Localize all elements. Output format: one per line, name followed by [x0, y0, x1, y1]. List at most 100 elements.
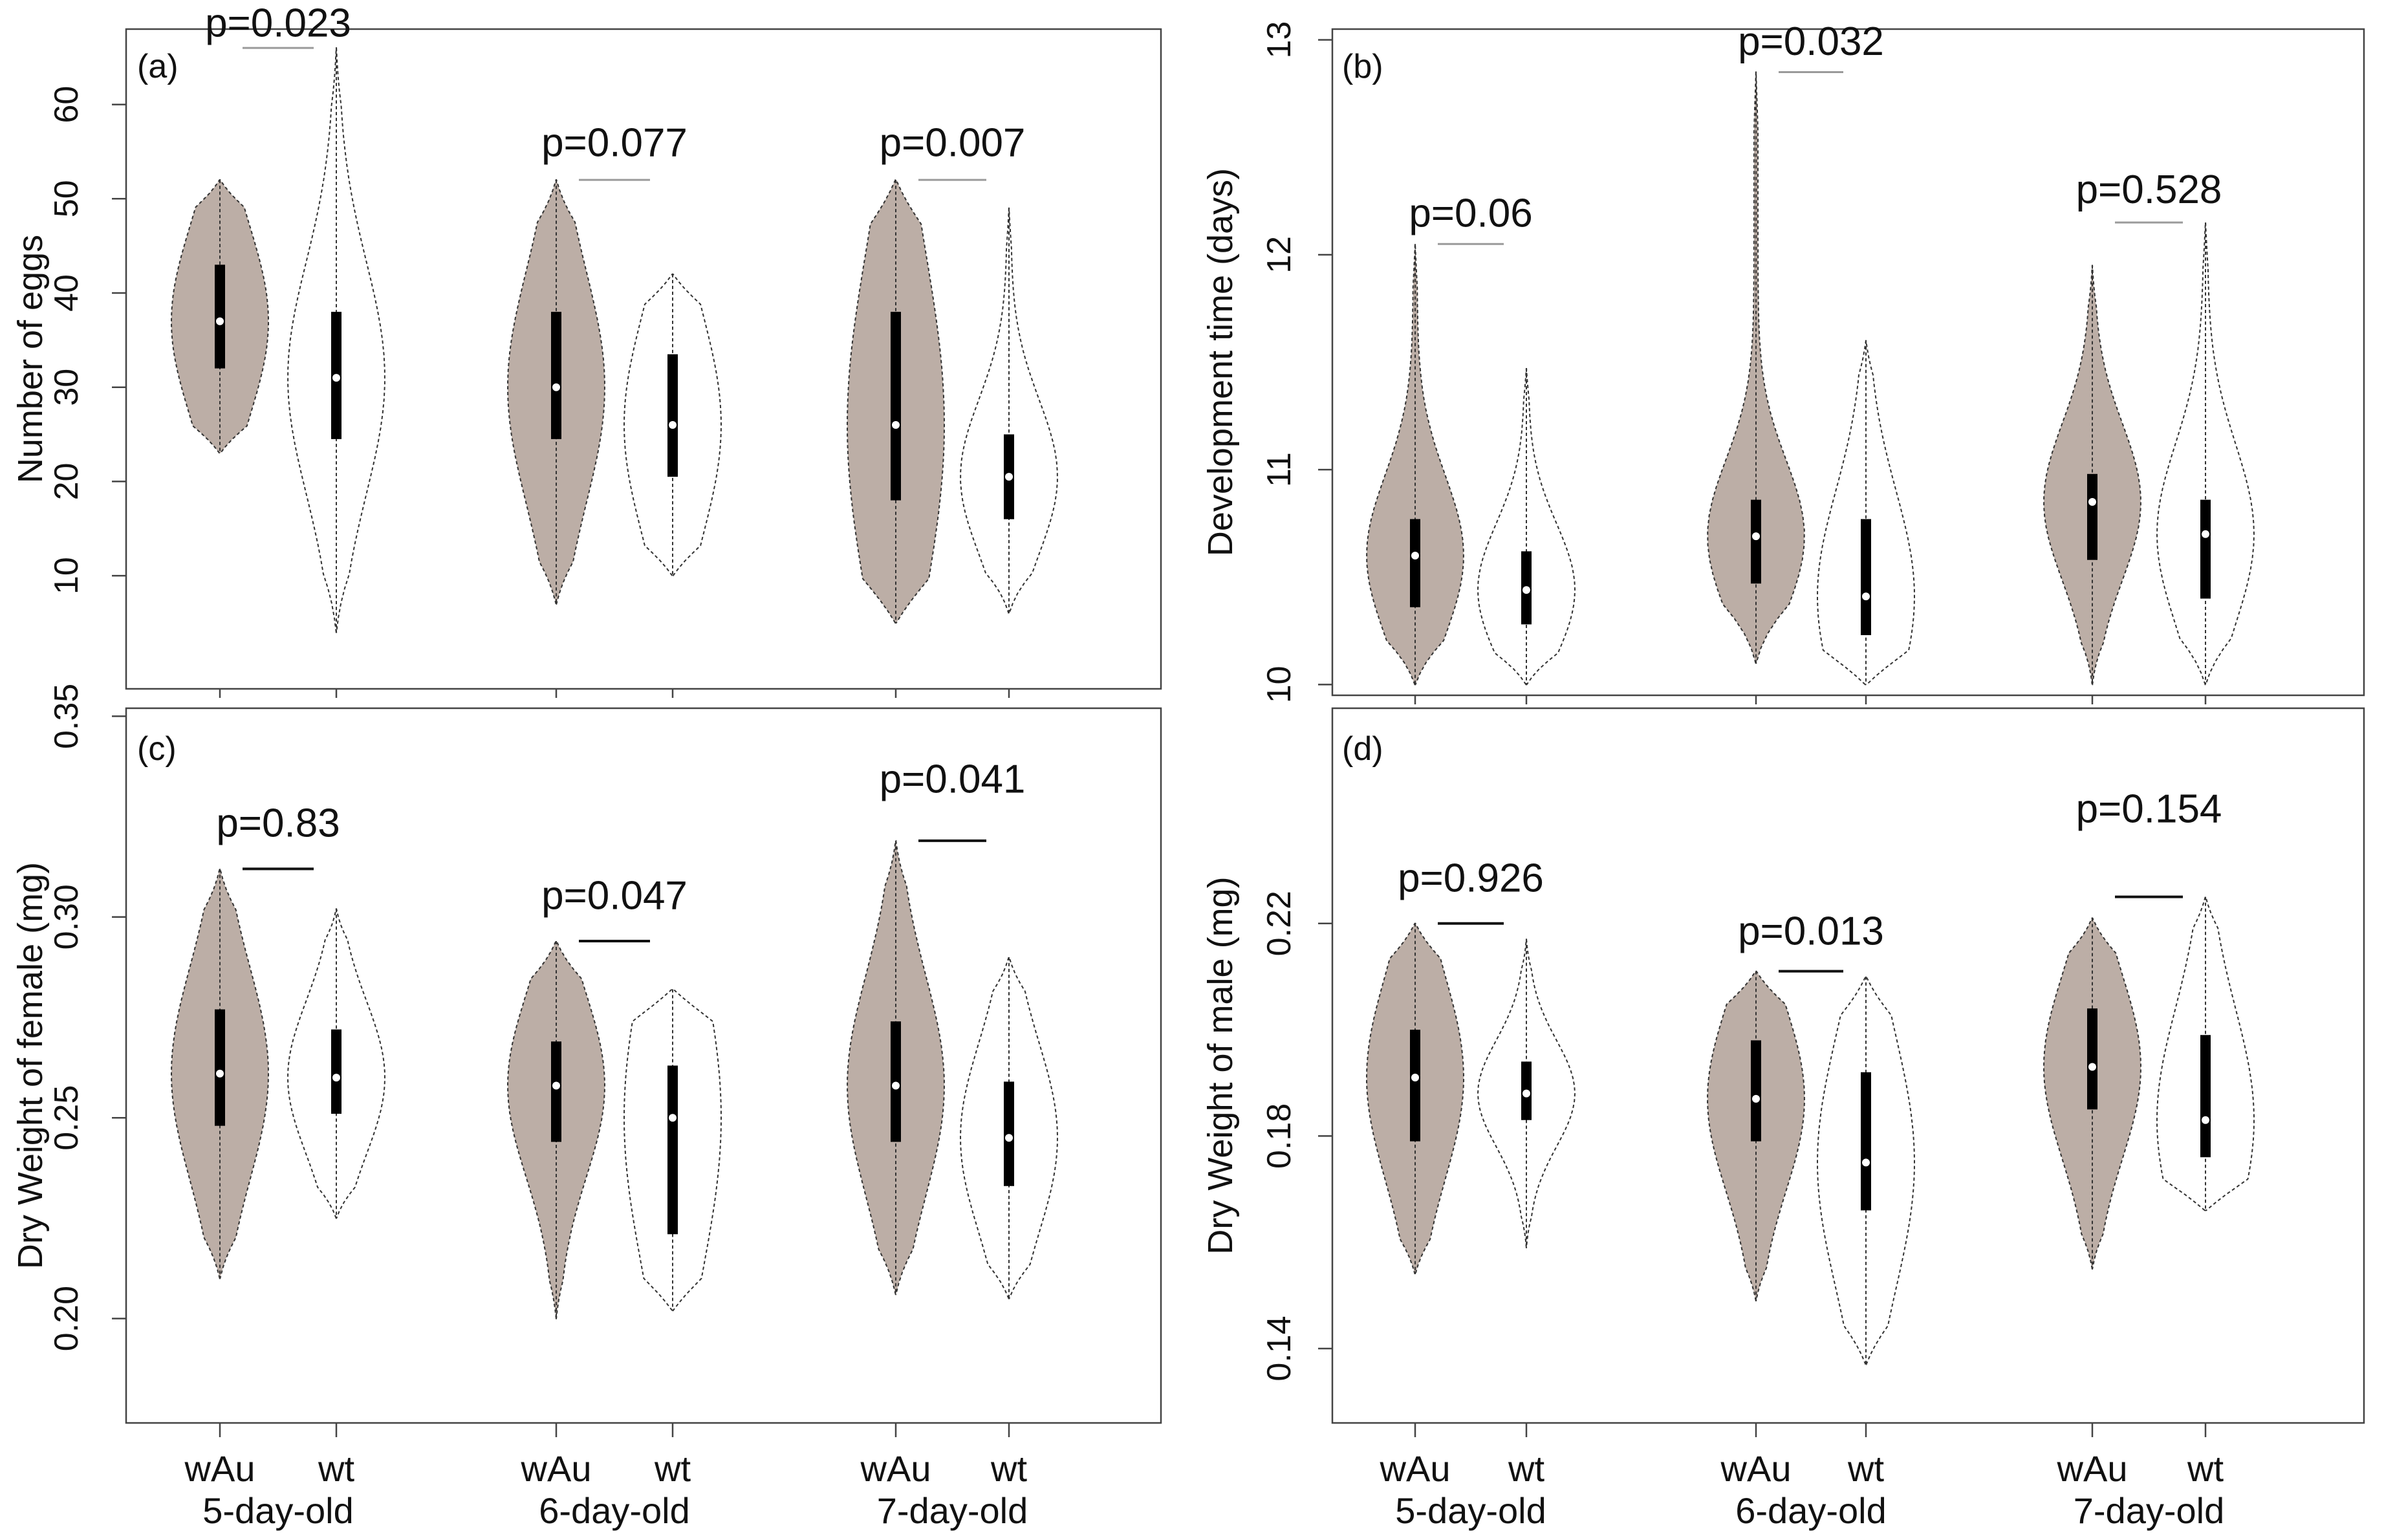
x-group-label: wAu [1720, 1448, 1792, 1489]
violin-median [892, 1081, 900, 1090]
violin-box [215, 265, 225, 369]
violin-box [667, 1065, 678, 1235]
violin-median [552, 383, 560, 391]
plot-frame [1331, 707, 2365, 1424]
violin-median [669, 1114, 677, 1122]
violin-wt-6-day-old [623, 273, 722, 577]
violin-median [552, 1081, 560, 1090]
violin-wAu-5-day-old [1365, 922, 1465, 1275]
violin-median [1411, 552, 1419, 560]
panel-label: (b) [1342, 48, 1383, 85]
violin-median [2088, 497, 2096, 506]
y-tick-label: 13 [1261, 21, 1298, 59]
violin-wAu-6-day-old [1707, 71, 1805, 664]
panel-label: (d) [1342, 730, 1383, 768]
violin-median [216, 317, 224, 325]
violin-median [669, 421, 677, 429]
violin-box [2200, 499, 2211, 599]
y-tick-label: 40 [48, 274, 85, 312]
p-value-label: p=0.154 [2076, 787, 2222, 832]
x-group-label: wt [2187, 1448, 2224, 1489]
y-tick-label: 0.35 [48, 684, 85, 749]
x-age-label: 6-day-old [539, 1490, 689, 1531]
violin-wAu-7-day-old [846, 179, 946, 624]
y-tick-label: 0.25 [48, 1085, 85, 1151]
violin-wt-5-day-old [287, 47, 385, 633]
violin-box [1861, 519, 1871, 635]
x-group-label: wt [1847, 1448, 1884, 1489]
x-age-label: 6-day-old [1735, 1490, 1886, 1531]
y-tick-label: 50 [48, 180, 85, 217]
p-value-label: p=0.926 [1398, 856, 1544, 900]
p-value-label: p=0.528 [2076, 168, 2222, 212]
violin-median [1752, 1094, 1760, 1103]
violin-median [332, 1074, 340, 1082]
violin-box [667, 354, 678, 477]
y-tick-label: 10 [48, 557, 85, 594]
violin-box [1004, 1081, 1014, 1186]
p-value-label: p=0.023 [205, 1, 351, 46]
x-age-label: 5-day-old [1395, 1490, 1546, 1531]
x-group-label: wAu [1380, 1448, 1451, 1489]
violin-wAu-6-day-old [506, 940, 606, 1319]
violin-wAu-6-day-old [1707, 970, 1805, 1301]
y-tick-label: 10 [1261, 666, 1298, 703]
violin-shape [2156, 222, 2255, 686]
x-group-label: wAu [860, 1448, 931, 1489]
violin-median [1523, 586, 1530, 594]
y-tick-label: 12 [1261, 236, 1298, 274]
plot-frame [125, 707, 1162, 1424]
violin-median [2202, 1116, 2209, 1124]
x-group-label: wt [654, 1448, 691, 1489]
violin-box [1751, 1040, 1761, 1142]
violin-median [1005, 473, 1013, 481]
x-group-label: wt [1508, 1448, 1544, 1489]
panel-label: (c) [137, 730, 177, 768]
violin-wt-6-day-old [1816, 975, 1916, 1365]
violin-median [1411, 1073, 1419, 1081]
plot-frame [1331, 28, 2365, 697]
violin-box [551, 1041, 561, 1142]
y-tick-label: 20 [48, 463, 85, 501]
violin-wAu-7-day-old [2043, 917, 2142, 1270]
plot-frame [125, 28, 1162, 690]
y-tick-label: 0.18 [1261, 1103, 1298, 1169]
violin-median [216, 1069, 224, 1078]
violin-shape [1366, 243, 1464, 686]
p-value-label: p=0.047 [541, 873, 688, 918]
x-age-label: 7-day-old [877, 1490, 1028, 1531]
y-tick-label: 30 [48, 369, 85, 406]
p-value-label: p=0.041 [880, 757, 1026, 801]
violin-wAu-5-day-old [170, 868, 270, 1279]
violin-median [1752, 532, 1760, 541]
x-group-label: wt [318, 1448, 354, 1489]
y-tick-label: 11 [1261, 452, 1298, 487]
violin-wAu-7-day-old [2043, 265, 2141, 686]
x-group-label: wt [990, 1448, 1027, 1489]
panel-d: (d) 0.14 0.18 0.22 Dry Weight of male (mg) wA… [1201, 707, 2365, 1531]
violin-median [1862, 1158, 1870, 1167]
violin-box [215, 1009, 225, 1126]
violin-box [1751, 499, 1761, 584]
violin-wt-7-day-old [960, 207, 1058, 614]
panel-label: (a) [137, 48, 179, 85]
violin-median [1005, 1134, 1013, 1142]
panel-c: (c) 0.20 0.25 0.30 0.35 Dry Weight of female … [11, 684, 1162, 1531]
x-group-label: wAu [521, 1448, 592, 1489]
x-age-label: 5-day-old [202, 1490, 353, 1531]
y-axis-title: Number of eggs [11, 235, 50, 483]
p-value-label: p=0.077 [541, 121, 688, 166]
violin-wAu-5-day-old [1366, 243, 1464, 686]
violin-wt-7-day-old [2156, 222, 2255, 686]
violin-median [332, 374, 340, 382]
violin-box [891, 312, 901, 501]
violin-wt-6-day-old [623, 988, 722, 1312]
p-value-label: p=0.007 [880, 121, 1026, 166]
violin-wt-5-day-old [287, 908, 386, 1219]
violin-box [891, 1021, 901, 1142]
y-axis-title: Development time (days) [1201, 168, 1240, 556]
y-tick-label: 0.20 [48, 1286, 85, 1351]
violin-box [551, 312, 561, 439]
violin-wAu-7-day-old [847, 840, 945, 1296]
y-tick-label: 0.22 [1261, 891, 1298, 956]
